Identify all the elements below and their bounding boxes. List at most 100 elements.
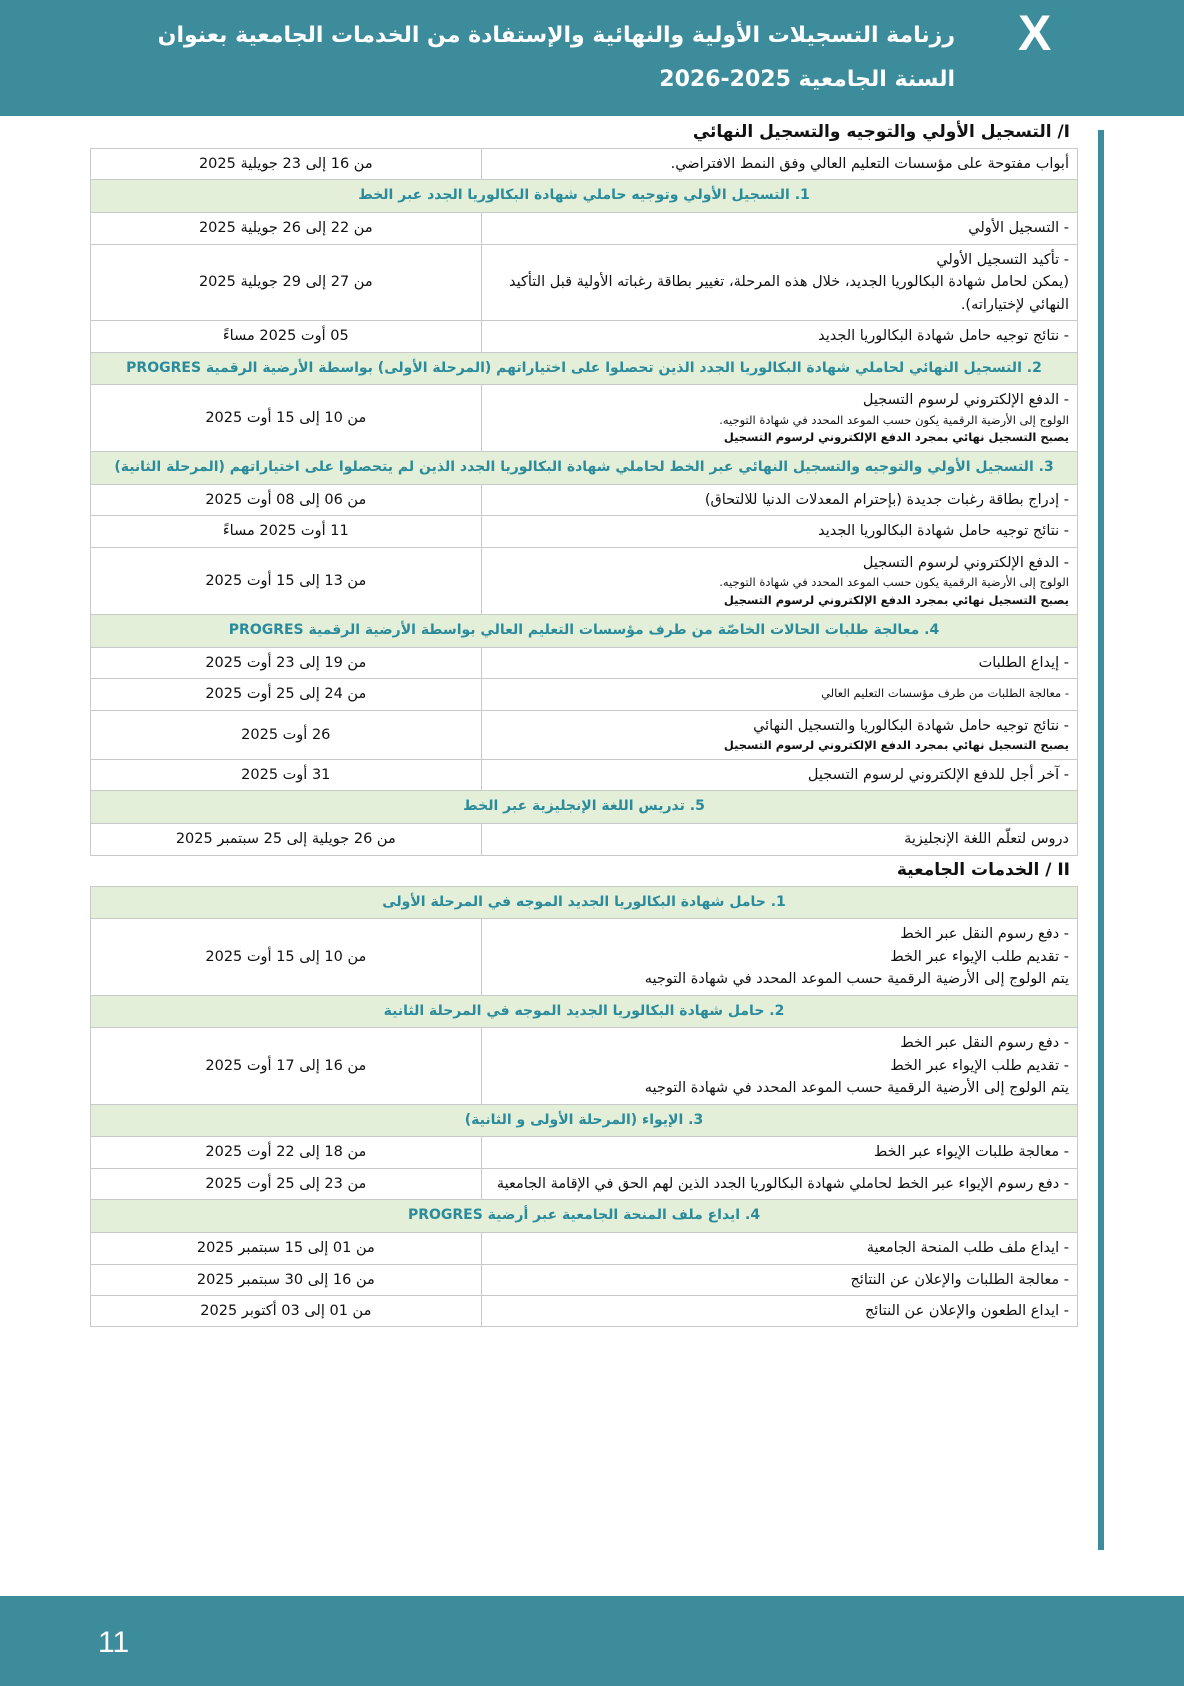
row-label: - تأكيد التسجيل الأولي (يمكن لحامل شهادة … [480, 243, 1079, 322]
label-line: - تقديم طلب الإيواء عبر الخط [890, 948, 1069, 965]
row-label: - الدفع الإلكتروني لرسوم التسجيل الولوج إ… [480, 546, 1079, 616]
table-row: 4. ايداع ملف المنحة الجامعية عبر أرضية P… [90, 1199, 1078, 1234]
row-heading: 2. حامل شهادة البكالوريا الجديد الموجه ف… [90, 994, 1078, 1029]
row-label: - دفع رسوم الإيواء عبر الخط لحاملي شهادة… [480, 1167, 1079, 1201]
section-title: II / الخدمات الجامعية [896, 859, 1070, 880]
table-row: 3. التسجيل الأولي والتوجيه والتسجيل النه… [90, 451, 1078, 485]
label-line: - التسجيل الأولي [968, 220, 1069, 237]
row-heading: 3. التسجيل الأولي والتوجيه والتسجيل النه… [90, 451, 1078, 485]
header: X رزنامة التسجيلات الأولية والنهائية وال… [0, 0, 1184, 116]
label-line: - الدفع الإلكتروني لرسوم التسجيل [862, 554, 1069, 571]
row-label: - نتائج توجيه حامل شهادة البكالوريا الجد… [480, 320, 1079, 353]
row-label: - التسجيل الأولي [480, 212, 1079, 245]
row-label: - معالجة الطلبات والإعلان عن النتائج [480, 1263, 1079, 1296]
label-line: - آخر أجل للدفع الإلكتروني لرسوم التسجيل [807, 766, 1069, 783]
row-label: - ايداع الطعون والإعلان عن النتائج [480, 1294, 1079, 1328]
label-line: - ايداع ملف طلب المنحة الجامعية [866, 1240, 1069, 1257]
row-date: من 16 إلى 30 سبتمبر 2025 [90, 1263, 482, 1296]
label-line: - ايداع الطعون والإعلان عن النتائج [864, 1302, 1069, 1319]
label-bold-note: يصبح التسجيل نهائي بمجرد الدفع الإلكترون… [723, 593, 1069, 608]
table-row: - إدراج بطاقة رغبات جديدة (بإحترام المعد… [90, 483, 1079, 517]
row-date: من 16 إلى 23 جويلية 2025 [90, 147, 482, 181]
row-heading: 4. معالجة طلبات الحالات الخاصّة من طرف م… [90, 614, 1078, 648]
label-line: أبواب مفتوحة على مؤسسات التعليم العالي و… [670, 156, 1069, 172]
label-line: - إيداع الطلبات [978, 654, 1069, 671]
row-date: من 24 إلى 25 أوت 2025 [90, 678, 482, 711]
table-row: - نتائج توجيه حامل شهادة البكالوريا الجد… [90, 320, 1079, 353]
label-line: - نتائج توجيه حامل شهادة البكالوريا الجد… [818, 523, 1069, 540]
label-bold-note: يصبح التسجيل نهائي بمجرد الدفع الإلكترون… [723, 738, 1069, 753]
table-row: - الدفع الإلكتروني لرسوم التسجيل الولوج إ… [90, 546, 1079, 616]
table-row: - آخر أجل للدفع الإلكتروني لرسوم التسجيل… [90, 758, 1079, 792]
table-row: - الدفع الإلكتروني لرسوم التسجيل الولوج إ… [90, 384, 1079, 453]
row-label: - الدفع الإلكتروني لرسوم التسجيل الولوج إ… [480, 384, 1079, 453]
row-date: من 01 إلى 03 أكتوبر 2025 [90, 1294, 482, 1328]
table-row: - معالجة طلبات الإيواء عبر الخط من 18 إلى… [90, 1136, 1079, 1169]
schedule-table: أبواب مفتوحة على مؤسسات التعليم العالي و… [90, 147, 1079, 856]
label-line: يتم الولوج إلى الأرضية الرقمية حسب الموع… [644, 1080, 1069, 1097]
table-row: 1. حامل شهادة البكالوريا الجديد الموجه ف… [90, 885, 1078, 920]
close-icon[interactable]: X [1018, 5, 1052, 61]
row-label: - إيداع الطلبات [480, 646, 1079, 680]
header-title: رزنامة التسجيلات الأولية والنهائية والإس… [157, 23, 955, 92]
row-label: - نتائج توجيه حامل شهادة البكالوريا الجد… [480, 515, 1079, 548]
label-line: - معالجة طلبات الإيواء عبر الخط [873, 1144, 1069, 1161]
table-row: - دفع رسوم النقل عبر الخط - تقديم طلب الإ… [90, 918, 1079, 996]
label-line: - معالجة الطلبات والإعلان عن النتائج [850, 1271, 1069, 1288]
label-line: - دفع رسوم النقل عبر الخط [900, 926, 1069, 943]
row-date: من 01 إلى 15 سبتمبر 2025 [90, 1232, 482, 1265]
label-line: (يمكن لحامل شهادة البكالوريا الجديد، خلا… [508, 274, 1069, 313]
row-label: - إدراج بطاقة رغبات جديدة (بإحترام المعد… [480, 483, 1079, 517]
row-label: دروس لتعلّم اللغة الإنجليزية [480, 823, 1079, 856]
table-row: - إيداع الطلبات من 19 إلى 23 أوت 2025 [90, 646, 1079, 680]
label-line: دروس لتعلّم اللغة الإنجليزية [904, 831, 1069, 848]
schedule-table: 1. حامل شهادة البكالوريا الجديد الموجه ف… [90, 885, 1079, 1328]
label-line: - إدراج بطاقة رغبات جديدة (بإحترام المعد… [704, 491, 1069, 508]
table-row: - نتائج توجيه حامل شهادة البكالوريا والت… [90, 709, 1079, 760]
label-line: - نتائج توجيه حامل شهادة البكالوريا والت… [753, 717, 1069, 734]
row-label: أبواب مفتوحة على مؤسسات التعليم العالي و… [480, 147, 1079, 181]
row-date: من 19 إلى 23 أوت 2025 [90, 646, 482, 680]
table-row: 2. التسجيل النهائي لحاملي شهادة البكالور… [90, 351, 1078, 386]
label-line: يتم الولوج إلى الأرضية الرقمية حسب الموع… [644, 971, 1069, 988]
table-row: 4. معالجة طلبات الحالات الخاصّة من طرف م… [90, 614, 1078, 648]
row-heading: 2. التسجيل النهائي لحاملي شهادة البكالور… [90, 351, 1078, 386]
footer: 11 [0, 1596, 1184, 1686]
table-row: - دفع رسوم الإيواء عبر الخط لحاملي شهادة… [90, 1167, 1079, 1201]
table-row: 5. تدريس اللغة الإنجليزية عبر الخط [90, 790, 1078, 825]
row-heading: 5. تدريس اللغة الإنجليزية عبر الخط [90, 790, 1078, 825]
row-label: - ايداع ملف طلب المنحة الجامعية [480, 1232, 1079, 1265]
row-date: من 13 إلى 15 أوت 2025 [90, 546, 482, 616]
table-row: - نتائج توجيه حامل شهادة البكالوريا الجد… [90, 515, 1079, 548]
label-line: - دفع رسوم النقل عبر الخط [900, 1035, 1069, 1052]
row-date: من 26 جويلية إلى 25 سبتمبر 2025 [90, 823, 482, 856]
label-note: - معالجة الطلبات من طرف مؤسسات التعليم ا… [821, 686, 1069, 701]
row-date: من 22 إلى 26 جويلية 2025 [90, 212, 482, 245]
label-line: - نتائج توجيه حامل شهادة البكالوريا الجد… [818, 328, 1069, 345]
table-row: - ايداع ملف طلب المنحة الجامعية من 01 إلى… [90, 1232, 1079, 1265]
table-row: 1. التسجيل الأولي وتوجيه حاملي شهادة الب… [90, 179, 1078, 214]
row-date: من 18 إلى 22 أوت 2025 [90, 1136, 482, 1169]
table-row: - معالجة الطلبات من طرف مؤسسات التعليم ا… [90, 678, 1079, 711]
label-line: - تأكيد التسجيل الأولي [936, 251, 1069, 268]
label-note: الولوج إلى الأرضية الرقمية يكون حسب المو… [719, 575, 1069, 590]
row-heading: 4. ايداع ملف المنحة الجامعية عبر أرضية P… [90, 1199, 1078, 1234]
table-row: - تأكيد التسجيل الأولي (يمكن لحامل شهادة … [90, 243, 1079, 322]
section-title: I/ التسجيل الأولي والتوجيه والتسجيل النه… [692, 122, 1070, 142]
table-row: دروس لتعلّم اللغة الإنجليزية من 26 جويلية… [90, 823, 1079, 856]
row-date: من 23 إلى 25 أوت 2025 [90, 1167, 482, 1201]
label-line: - الدفع الإلكتروني لرسوم التسجيل [862, 392, 1069, 409]
row-date: من 06 إلى 08 أوت 2025 [90, 483, 482, 517]
label-bold-note: يصبح التسجيل نهائي بمجرد الدفع الإلكترون… [723, 430, 1069, 445]
row-date: من 10 إلى 15 أوت 2025 [90, 918, 482, 996]
table-row: - ايداع الطعون والإعلان عن النتائج من 01 … [90, 1294, 1079, 1328]
table-row: - دفع رسوم النقل عبر الخط - تقديم طلب الإ… [90, 1027, 1079, 1105]
row-date: 26 أوت 2025 [90, 709, 482, 760]
page-number: 11 [98, 1626, 130, 1659]
table-row: أبواب مفتوحة على مؤسسات التعليم العالي و… [90, 147, 1079, 181]
row-date: من 16 إلى 17 أوت 2025 [90, 1027, 482, 1105]
row-label: - معالجة طلبات الإيواء عبر الخط [480, 1136, 1079, 1169]
table-row: 2. حامل شهادة البكالوريا الجديد الموجه ف… [90, 994, 1078, 1029]
row-heading: 1. حامل شهادة البكالوريا الجديد الموجه ف… [90, 885, 1078, 920]
